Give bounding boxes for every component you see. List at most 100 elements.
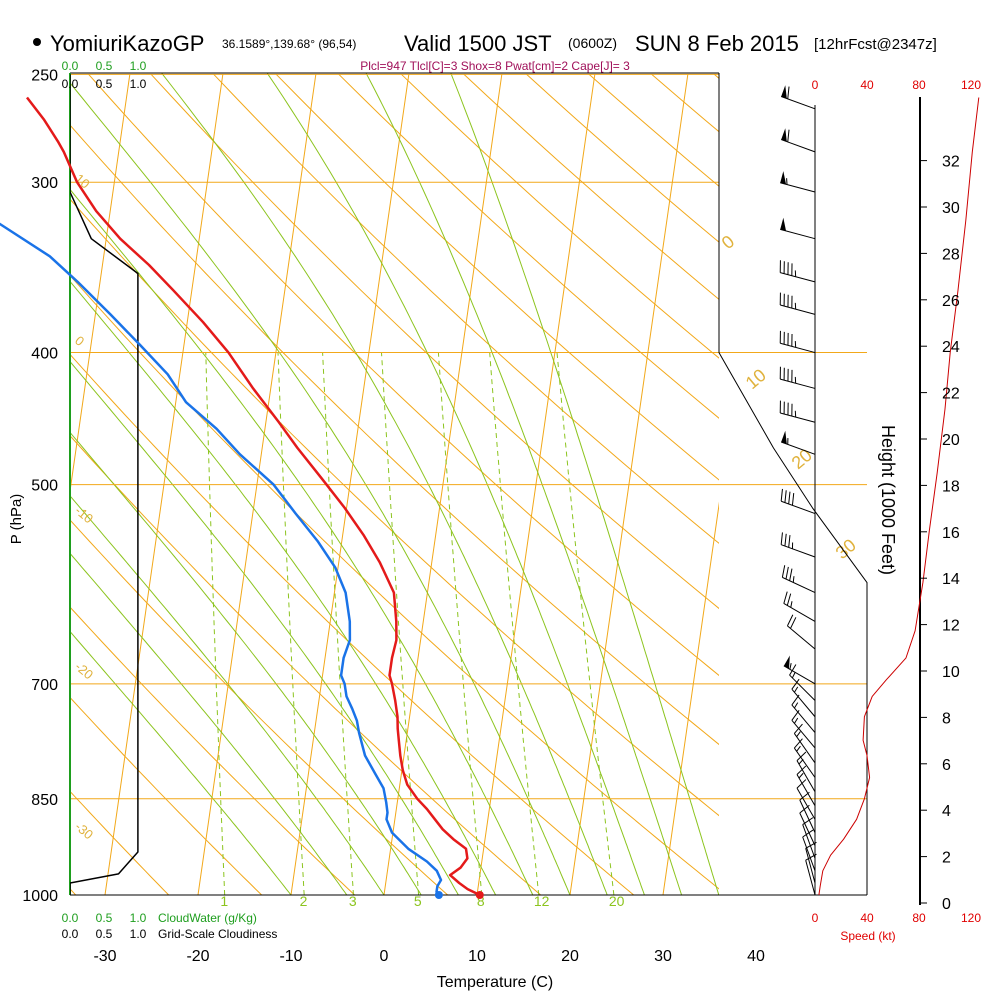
station-marker-icon	[33, 38, 41, 46]
wind-barb-flag	[789, 664, 797, 676]
dry-adiabat-line	[338, 73, 719, 419]
valid-zulu: (0600Z)	[568, 35, 617, 51]
moist-adiabat-line	[70, 280, 497, 895]
wind-barb-flag	[791, 678, 800, 690]
height-axis-title: Height (1000 Feet)	[878, 425, 898, 575]
dry-adiabat-line	[70, 606, 356, 895]
wind-barb-flag	[788, 491, 791, 505]
x-tick-label: 30	[654, 948, 672, 965]
wind-barb-staff	[783, 603, 816, 622]
moist-adiabat-line	[70, 431, 422, 895]
wind-barb-staff	[780, 342, 816, 354]
cloudwater-tick-label-bottom: 1.0	[130, 911, 147, 925]
cloudwater-tick-label-top: 1.0	[130, 59, 147, 73]
wind-barb-staff	[805, 848, 816, 884]
wind-barb-flag	[805, 853, 817, 861]
wind-barb-half-flag	[789, 663, 792, 670]
moist-adiabat-line	[70, 82, 571, 895]
cloudwater-tick-label-bottom: 0.5	[96, 911, 113, 925]
wind-barb-staff	[793, 747, 816, 778]
wind-barb-staff	[789, 674, 816, 701]
cloudiness-tick-label-top: 1.0	[130, 77, 147, 91]
moist-adiabat-line	[365, 73, 683, 895]
wind-speed-line	[818, 97, 980, 896]
wind-barb-staff	[799, 799, 816, 833]
wind-barb-staff	[791, 688, 816, 718]
wind-barb-half-flag	[792, 576, 795, 583]
speed-tick-label-bottom: 120	[961, 911, 981, 925]
dry-adiabat-line	[70, 198, 719, 817]
wind-barb-flag	[783, 591, 788, 604]
wind-barb-staff	[793, 733, 816, 764]
moist-adiabat-line	[70, 360, 459, 895]
height-tick-label: 26	[942, 293, 960, 310]
x-tick-label: -20	[186, 948, 209, 965]
x-tick-label: 10	[468, 948, 486, 965]
wind-barb-flag	[805, 841, 817, 849]
wind-barb-staff	[780, 412, 816, 423]
cloudiness-tick-label-top: 0.0	[62, 77, 79, 91]
wind-barb-flag	[788, 535, 791, 548]
moist-adiabat-line	[450, 73, 719, 895]
wind-barb-flag	[799, 804, 810, 814]
sounding-indices: Plcl=947 Tlcl[C]=3 Shox=8 Pwat[cm]=2 Cap…	[360, 59, 630, 73]
wind-barb-flag	[790, 617, 797, 629]
dry-adiabat-line	[70, 353, 635, 895]
pressure-tick-label: 500	[31, 478, 58, 495]
wind-barb-pennant	[781, 128, 787, 142]
forecast-label: [12hrFcst@2347z]	[814, 36, 937, 53]
cloudwater-tick-label-top: 0.5	[96, 59, 113, 73]
wind-barb-flag	[791, 694, 800, 706]
wind-barb-staff	[802, 824, 816, 859]
dry-adiabat-line	[150, 73, 719, 610]
dry-adiabat-line	[213, 73, 719, 544]
mixing-ratio-lines	[205, 352, 615, 895]
theta-label: -20	[72, 659, 96, 683]
wind-barb-staff	[802, 836, 816, 872]
speed-tick-label-bottom: 40	[860, 911, 874, 925]
wind-barb-flag	[786, 614, 794, 627]
wind-barb-staff	[791, 704, 816, 733]
wind-barb-flag	[784, 533, 787, 547]
dry-adiabat-lines	[70, 73, 1000, 895]
wind-barb-staff	[796, 760, 816, 793]
height-tick-label: 4	[942, 803, 951, 820]
mixing-ratio-label: 2	[300, 893, 308, 909]
dry-adiabat-line	[70, 696, 263, 895]
wind-barb-staff	[787, 625, 816, 650]
speed-tick-label-bottom: 80	[912, 911, 926, 925]
wind-barb-flag	[780, 532, 783, 545]
height-tick-label: 30	[942, 200, 960, 217]
dewpoint-line	[0, 222, 443, 896]
dry-adiabat-line	[964, 74, 1000, 895]
isotherm-line	[662, 501, 719, 895]
dry-adiabat-line	[70, 124, 719, 746]
speed-tick-label-top: 120	[961, 78, 981, 92]
theta-label: 10	[742, 365, 770, 393]
axis-labels: -30 -20 -10 0 10 20 30 402503004005007008501000…	[22, 59, 981, 965]
pressure-tick-label: 1000	[22, 888, 58, 905]
moist-adiabat-lines	[70, 73, 719, 895]
speed-tick-label-bottom: 0	[812, 911, 819, 925]
wind-barb-staff	[799, 812, 816, 846]
x-tick-label: 40	[747, 948, 765, 965]
height-tick-label: 0	[942, 896, 951, 913]
dry-adiabat-line	[401, 73, 719, 359]
theta-label: -30	[72, 819, 96, 843]
pressure-tick-label: 700	[31, 677, 58, 694]
dry-adiabat-line	[70, 790, 170, 895]
wind-barb-flag	[784, 490, 787, 503]
wind-barb-flag	[802, 817, 814, 825]
wind-barb-staff	[780, 378, 816, 389]
wind-barb-half-flag	[796, 731, 801, 737]
wind-barb-flag	[780, 488, 783, 502]
parcel-boundary-line	[718, 74, 868, 895]
wind-barb-staff	[805, 860, 816, 896]
wind-barb-pennant	[781, 85, 787, 99]
mixing-ratio-label: 5	[414, 893, 422, 909]
wind-barb-half-flag	[796, 745, 801, 752]
mixing-ratio-label: 20	[609, 893, 625, 909]
wind-barb-flag	[793, 723, 803, 734]
height-tick-label: 16	[942, 525, 960, 542]
